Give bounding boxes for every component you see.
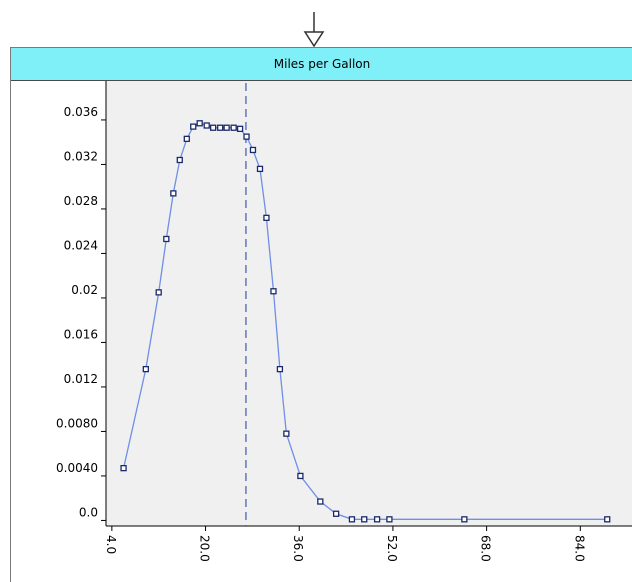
data-point bbox=[243, 133, 250, 140]
data-point bbox=[283, 430, 290, 437]
y-tick-label: 0.032 bbox=[64, 149, 98, 163]
x-axis-ticks: 4.0 20.0 36.0 52.0 68.0 84.0 bbox=[104, 526, 586, 562]
y-tick-label: 0.012 bbox=[64, 372, 98, 386]
data-point bbox=[249, 146, 257, 154]
data-point bbox=[317, 498, 324, 505]
data-point bbox=[183, 135, 190, 142]
data-point bbox=[223, 124, 230, 131]
data-point bbox=[217, 124, 224, 131]
data-point bbox=[348, 516, 356, 523]
data-point bbox=[196, 120, 203, 127]
y-axis-ticks: 0.0 0.0040 0.0080 0.012 0.016 0.02 0.024 0.028 0… bbox=[56, 105, 106, 521]
data-point bbox=[256, 165, 264, 173]
down-arrow-icon bbox=[303, 12, 325, 48]
data-point bbox=[236, 125, 244, 132]
x-tick-label: 20.0 bbox=[198, 535, 212, 562]
data-point bbox=[190, 123, 197, 130]
y-tick-label: 0.0040 bbox=[56, 461, 98, 475]
data-point bbox=[276, 365, 284, 373]
data-point bbox=[176, 156, 183, 164]
data-point bbox=[155, 289, 162, 296]
y-tick-label: 0.0 bbox=[79, 505, 98, 519]
y-tick-label: 0.016 bbox=[64, 327, 98, 341]
y-tick-label: 0.036 bbox=[64, 105, 98, 119]
data-point bbox=[163, 235, 170, 243]
x-tick-label: 52.0 bbox=[385, 535, 399, 562]
y-tick-label: 0.02 bbox=[71, 283, 98, 297]
data-point bbox=[230, 124, 237, 131]
data-point bbox=[170, 190, 177, 197]
data-point bbox=[270, 288, 277, 295]
x-tick-label: 36.0 bbox=[291, 535, 305, 562]
data-point bbox=[373, 516, 381, 523]
chart-panel: Miles per Gallon 0.0 0.0040 0.0080 0.012 0.0… bbox=[10, 47, 632, 582]
data-point bbox=[263, 214, 270, 221]
plot-area bbox=[106, 81, 632, 526]
data-point bbox=[210, 124, 217, 131]
density-chart: 0.0 0.0040 0.0080 0.012 0.016 0.02 0.024 0.028 0… bbox=[56, 81, 632, 562]
data-point bbox=[604, 516, 611, 523]
data-point bbox=[332, 510, 340, 517]
chart-title: Miles per Gallon bbox=[273, 57, 371, 71]
y-tick-label: 0.0080 bbox=[56, 416, 98, 430]
data-point bbox=[386, 516, 393, 523]
data-point bbox=[297, 472, 304, 480]
data-points bbox=[120, 120, 611, 523]
data-point bbox=[203, 122, 210, 129]
chart-header[interactable]: Miles per Gallon bbox=[11, 48, 632, 81]
x-tick-label: 4.0 bbox=[104, 535, 118, 554]
data-point bbox=[361, 516, 368, 523]
y-tick-label: 0.024 bbox=[64, 238, 98, 252]
data-point bbox=[461, 516, 468, 523]
x-tick-label: 84.0 bbox=[572, 535, 586, 562]
data-point bbox=[120, 464, 127, 472]
y-tick-label: 0.028 bbox=[64, 194, 98, 208]
x-tick-label: 68.0 bbox=[479, 535, 493, 562]
data-point bbox=[142, 365, 149, 373]
